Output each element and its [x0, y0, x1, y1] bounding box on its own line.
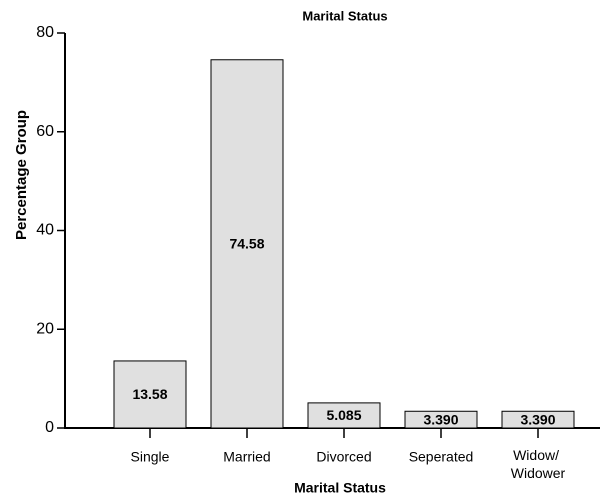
y-tick-label: 80	[36, 24, 54, 41]
y-tick-label: 20	[36, 320, 54, 337]
bar	[307, 402, 381, 429]
bar	[113, 360, 187, 429]
x-tick-label: Divorced	[316, 449, 371, 465]
bar-value-label: 5.085	[326, 407, 361, 423]
x-tick-label: Married	[223, 449, 270, 465]
x-tick-label: Single	[131, 449, 170, 465]
bar	[210, 59, 284, 429]
bar-value-label: 3.390	[423, 411, 458, 427]
y-tick-label: 60	[36, 123, 54, 140]
bar-value-label: 13.58	[132, 386, 167, 402]
y-tick-label: 40	[36, 222, 54, 239]
x-tick-label: Seperated	[409, 449, 474, 465]
bar	[501, 410, 575, 429]
bar-value-label: 74.58	[229, 236, 264, 252]
y-axis-label: Percentage Group	[13, 110, 30, 240]
bar	[404, 410, 478, 429]
x-tick-label: Widow/ Widower	[511, 447, 566, 481]
bar-value-label: 3.390	[520, 411, 555, 427]
x-axis-label: Marital Status	[294, 480, 386, 496]
y-tick-label: 0	[45, 419, 54, 436]
chart-title: Marital Status	[302, 8, 387, 23]
